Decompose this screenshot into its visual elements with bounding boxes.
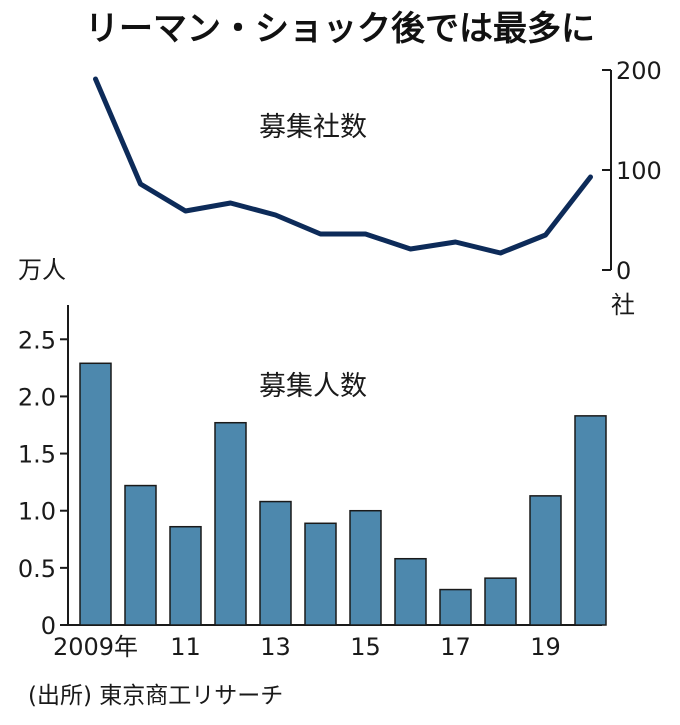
line-unit-label: 社 [611, 291, 635, 319]
bar [259, 500, 292, 626]
bar-y-tick-label: 0 [41, 612, 56, 640]
bar [574, 415, 607, 626]
bar-x-tick-label: 19 [530, 633, 561, 661]
bar-x-tick-label: 2009年 [53, 633, 138, 661]
bar-chart: 募集人数 万人 0 0.5 1.0 1.5 2.0 2.5 2009年 11 13 15 17 19 [18, 256, 607, 661]
bar-series-label: 募集人数 [259, 371, 367, 402]
bar-x-tick-label: 15 [350, 633, 381, 661]
bar [484, 577, 517, 626]
chart-title: リーマン・ショック後では最多に [85, 9, 595, 49]
line-series-label: 募集社数 [259, 112, 367, 143]
bar-y-tick-label: 2.5 [18, 326, 56, 354]
bar [304, 522, 337, 626]
line-y-tick-label: 200 [616, 57, 662, 85]
bar-x-tick-label: 17 [440, 633, 471, 661]
bar-y-tick-label: 2.0 [18, 383, 56, 411]
line-series-path [93, 76, 593, 256]
bar-y-tick-label: 0.5 [18, 555, 56, 583]
bar-unit-label: 万人 [18, 256, 66, 284]
line-y-tick-label: 100 [616, 157, 662, 185]
bar-x-tick-label: 11 [170, 633, 201, 661]
bar-x-tick-label: 13 [260, 633, 291, 661]
bar [124, 484, 157, 626]
bar [394, 557, 427, 626]
bar-y-tick-label: 1.5 [18, 441, 56, 469]
bar [169, 525, 202, 626]
bar-y-tick-label: 1.0 [18, 498, 56, 526]
bar [529, 495, 562, 626]
bar [439, 588, 472, 626]
bar [349, 509, 382, 626]
line-chart: 募集社数 社 0 100 200 [93, 57, 662, 319]
bar [214, 421, 247, 626]
source-note: (出所) 東京商工リサーチ [28, 683, 283, 709]
line-y-tick-label: 0 [616, 257, 631, 285]
bar [79, 362, 112, 626]
